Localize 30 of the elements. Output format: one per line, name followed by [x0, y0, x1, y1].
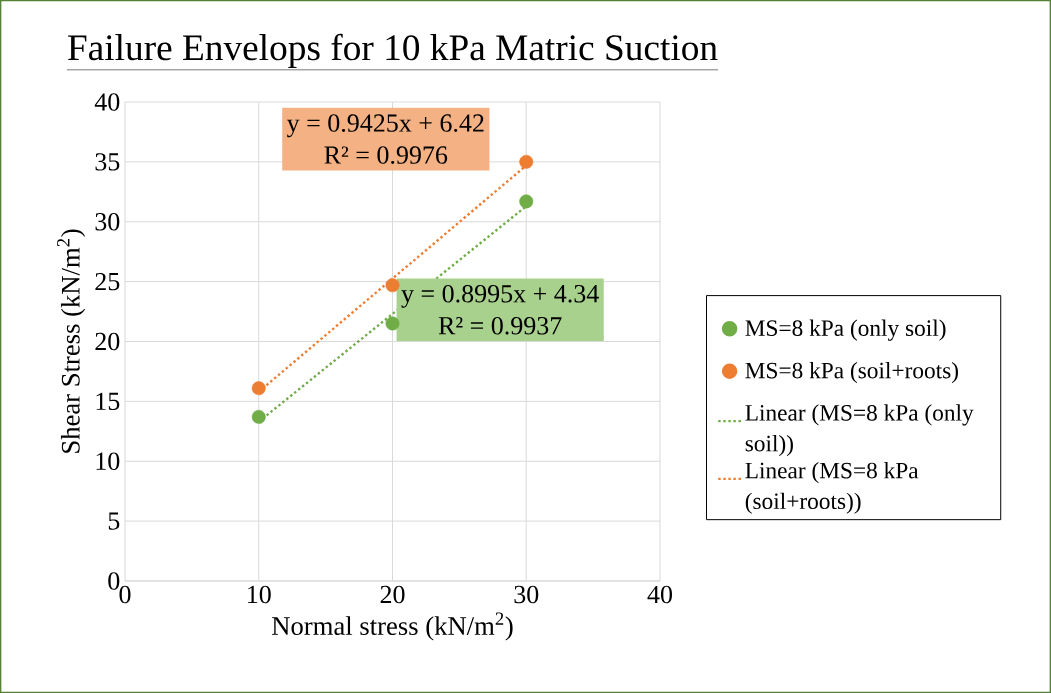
legend-label: MS=8 kPa (only soil) [745, 319, 946, 341]
annotation: y = 0.9425x + 6.42 [286, 114, 484, 138]
point [385, 316, 400, 331]
x-tick-label: 30 [514, 585, 539, 604]
x-tick-label: 10 [248, 585, 271, 604]
x-tick-label: 20 [380, 585, 405, 604]
point [519, 194, 534, 209]
y-tick-label: 40 [94, 93, 120, 111]
legend-label: Linear (MS=8 kPa (soil+roots)) [745, 461, 919, 514]
point [251, 381, 266, 396]
legend-label: Linear (MS=8 kPa (only soil)) [745, 404, 974, 457]
annotation: R² = 0.9976 [324, 146, 448, 164]
point [519, 154, 534, 169]
x-axis-title: Normal stress (kN/m$^{2}$) [272, 612, 513, 641]
y-tick-label: 10 [96, 452, 120, 471]
legend-label: MS=8 kPa (soil+roots) [745, 361, 958, 384]
y-tick-label: 15 [96, 392, 120, 411]
point [251, 410, 266, 424]
x-tick-label: 40 [647, 585, 672, 604]
y-tick-label: 0 [108, 572, 120, 590]
point [385, 278, 400, 293]
chart-title: Failure Envelops for 10 kPa Matric Suction [68, 33, 718, 68]
annotation: R² = 0.9937 [438, 316, 562, 335]
y-tick-label: 35 [95, 153, 120, 171]
y-tick-label: 30 [95, 212, 120, 231]
annotation: y = 0.8995x + 4.34 [401, 284, 599, 308]
y-tick-label: 25 [95, 272, 120, 291]
y-axis-title: Shear Stress (kN/m$^{2}$) [57, 229, 86, 453]
y-tick-label: 20 [95, 332, 120, 351]
y-tick-label: 5 [108, 512, 120, 530]
